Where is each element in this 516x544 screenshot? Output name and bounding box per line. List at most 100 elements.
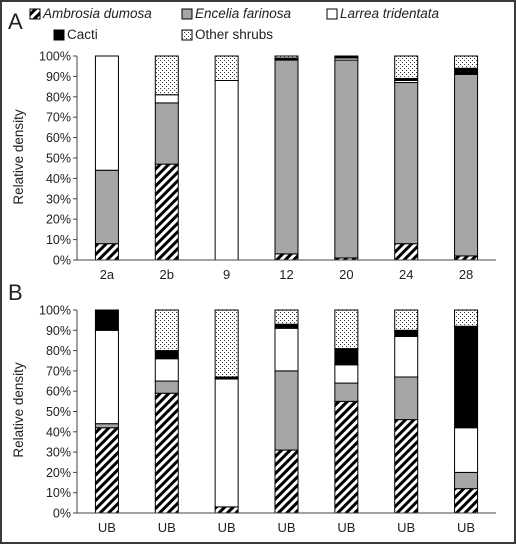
- bar-segment-black: [154, 350, 179, 360]
- bar-segment-white: [394, 335, 419, 378]
- x-tick-label: 9: [223, 267, 230, 282]
- axes: [76, 310, 496, 514]
- legend-item-larrea-tridentata: Larrea tridentata: [326, 6, 440, 21]
- legend-label: Other shrubs: [195, 27, 273, 42]
- bar-segment-dots: [214, 55, 239, 81]
- bar-segment-dots: [274, 309, 299, 325]
- bar-segment-white: [154, 358, 179, 382]
- y-tick-label: 50%: [46, 405, 71, 419]
- bar-stack: [154, 55, 179, 261]
- y-ticks: 0% 10% 20% 30% 40% 50% 60% 70% 80% 90% 100%: [39, 50, 77, 268]
- bar-stack: [454, 309, 479, 514]
- bar-segment-gray: [274, 370, 299, 451]
- y-tick-label: 90%: [46, 70, 71, 84]
- x-tick-label: UB: [457, 520, 475, 535]
- x-tick-label: UB: [98, 520, 116, 535]
- bar-segment-hatch: [154, 392, 179, 514]
- bar-segment-dots: [394, 55, 419, 79]
- y-tick-label: 80%: [46, 90, 71, 104]
- x-tick-label: 28: [459, 267, 473, 282]
- bar-stack: [154, 309, 179, 514]
- bar-segment-hatch: [94, 427, 119, 514]
- bar-segment-dots: [274, 55, 299, 59]
- y-tick-label: 70%: [46, 111, 71, 125]
- bar-stack: [454, 55, 479, 261]
- y-tick-label: 0%: [53, 254, 71, 268]
- bar-stack: [94, 309, 119, 514]
- x-labels: 2a 2b 9 12 20 24 28: [100, 267, 474, 282]
- bar-stack: [334, 309, 359, 514]
- bar-segment-dots: [154, 309, 179, 352]
- bar-stack: [394, 309, 419, 514]
- bar-segment-white: [214, 378, 239, 508]
- legend-swatch-dots: [181, 29, 193, 41]
- y-tick-label: 60%: [46, 131, 71, 145]
- y-axis-label: Relative density: [11, 362, 26, 458]
- bar-segment-black: [274, 323, 299, 329]
- y-tick-label: 40%: [46, 425, 71, 439]
- x-tick-label: UB: [397, 520, 415, 535]
- legend-swatch-white: [326, 8, 338, 20]
- bar-segment-gray: [94, 423, 119, 429]
- y-ticks: 0% 10% 20% 30% 40% 50% 60% 70% 80% 90% 100%: [39, 304, 77, 521]
- y-tick-label: 0%: [53, 507, 71, 521]
- bar-stack: [274, 55, 299, 261]
- bar-segment-hatch: [214, 506, 239, 514]
- legend-label: Ambrosia dumosa: [42, 6, 152, 21]
- bar-segment-white: [454, 427, 479, 473]
- legend-item-encelia-farinosa: Encelia farinosa: [181, 6, 292, 21]
- bar-segment-black: [454, 67, 479, 75]
- bar-stack: [214, 55, 239, 261]
- bar-segment-black: [454, 325, 479, 429]
- bar-segment-dots: [394, 309, 419, 331]
- bar-segment-black: [334, 348, 359, 366]
- bar-segment-black: [394, 329, 419, 337]
- y-tick-label: 100%: [39, 304, 71, 318]
- legend-item-ambrosia-dumosa: Ambrosia dumosa: [29, 6, 152, 21]
- y-tick-label: 70%: [46, 364, 71, 378]
- bars: [94, 55, 479, 261]
- y-tick-label: 50%: [46, 152, 71, 166]
- panel-label: A: [8, 9, 23, 34]
- x-tick-label: UB: [277, 520, 295, 535]
- y-axis-label: Relative density: [11, 109, 26, 205]
- bar-segment-gray: [334, 59, 359, 259]
- y-tick-label: 20%: [46, 466, 71, 480]
- bar-segment-hatch: [394, 243, 419, 261]
- axes: [76, 56, 496, 261]
- bar-segment-hatch: [274, 253, 299, 261]
- bar-segment-white: [334, 364, 359, 384]
- bar-segment-dots: [454, 309, 479, 327]
- panel-b: B Relative density 0% 10% 20% 30% 40% 50% 60% 7…: [8, 280, 496, 535]
- bar-segment-gray: [454, 73, 479, 257]
- bar-segment-white: [154, 94, 179, 104]
- x-tick-label: 20: [339, 267, 353, 282]
- legend-swatch-gray: [181, 8, 193, 20]
- bar-stack: [334, 55, 359, 261]
- bar-segment-white: [274, 327, 299, 372]
- bar-segment-white: [94, 55, 119, 171]
- bar-segment-gray: [394, 82, 419, 245]
- bar-segment-dots: [334, 309, 359, 350]
- legend: Ambrosia dumosa Encelia farinosa Larrea …: [29, 6, 440, 42]
- legend-item-other-shrubs: Other shrubs: [181, 27, 273, 42]
- bar-stack: [94, 55, 119, 261]
- bar-segment-gray: [394, 376, 419, 421]
- bar-stack: [214, 309, 239, 514]
- y-tick-label: 60%: [46, 385, 71, 399]
- x-labels: UB UB UB UB UB UB UB: [98, 520, 475, 535]
- bar-segment-hatch: [94, 243, 119, 261]
- bar-segment-gray: [94, 169, 119, 245]
- bar-segment-gray: [154, 380, 179, 394]
- bar-segment-hatch: [394, 419, 419, 514]
- legend-label: Encelia farinosa: [195, 6, 292, 21]
- bar-segment-white: [94, 329, 119, 425]
- y-tick-label: 80%: [46, 344, 71, 358]
- bar-stack: [274, 309, 299, 514]
- panel-label: B: [8, 280, 23, 305]
- bar-segment-hatch: [454, 255, 479, 261]
- y-tick-label: 30%: [46, 446, 71, 460]
- legend-swatch-black: [53, 29, 65, 41]
